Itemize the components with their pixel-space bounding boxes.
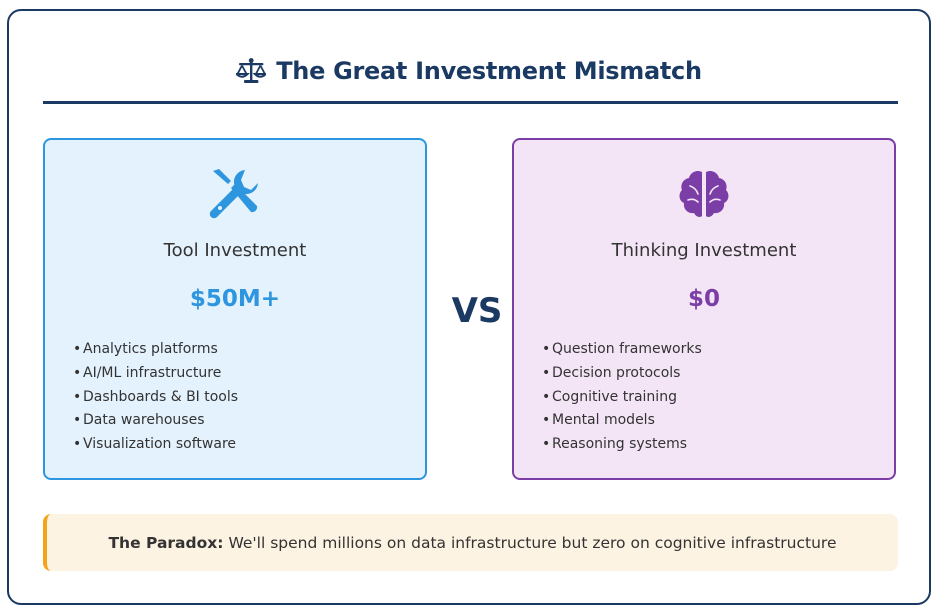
- list-item: • Dashboards & BI tools: [73, 388, 239, 405]
- thinking-card-amount: $0: [687, 286, 720, 312]
- list-item: • Mental models: [542, 412, 655, 429]
- tool-investment-card: Tool Investment $50M+ • Analytics platfor…: [43, 138, 427, 480]
- tools-icon: [207, 166, 263, 222]
- vs-label: VS: [451, 291, 503, 331]
- card-icon-wrap: [45, 166, 425, 222]
- brain-icon: [676, 166, 732, 222]
- page-title: The Great Investment Mismatch: [276, 57, 702, 85]
- list-item: • Analytics platforms: [73, 341, 218, 357]
- tool-card-title: Tool Investment: [163, 240, 307, 261]
- card-icon-wrap: [514, 166, 894, 222]
- list-item: • Data warehouses: [73, 412, 205, 429]
- list-item: • AI/ML infrastructure: [73, 364, 222, 381]
- infographic-frame: The Great Investment Mismatch Tool Inves…: [7, 9, 931, 605]
- list-item: • Decision protocols: [542, 364, 681, 381]
- thinking-items-list: • Question frameworks • Decision protocols…: [542, 338, 702, 457]
- list-item: • Reasoning systems: [542, 436, 688, 453]
- list-item: • Visualization software: [73, 436, 237, 453]
- paradox-callout: The Paradox: We'll spend millions on dat…: [43, 514, 898, 571]
- list-item: • Question frameworks: [542, 341, 702, 357]
- title-divider: [43, 101, 898, 104]
- balance-scale-icon: [234, 57, 269, 85]
- title-row: The Great Investment Mismatch: [9, 51, 929, 91]
- tool-card-amount: $50M+: [189, 286, 281, 312]
- paradox-text: We'll spend millions on data infrastruct…: [228, 533, 837, 552]
- thinking-card-title: Thinking Investment: [611, 240, 797, 261]
- list-item: • Cognitive training: [542, 388, 677, 405]
- thinking-investment-card: Thinking Investment $0 • Question framewo…: [512, 138, 896, 480]
- paradox-label: The Paradox:: [108, 533, 224, 552]
- tool-items-list: • Analytics platforms • AI/ML infrastructu…: [73, 338, 238, 457]
